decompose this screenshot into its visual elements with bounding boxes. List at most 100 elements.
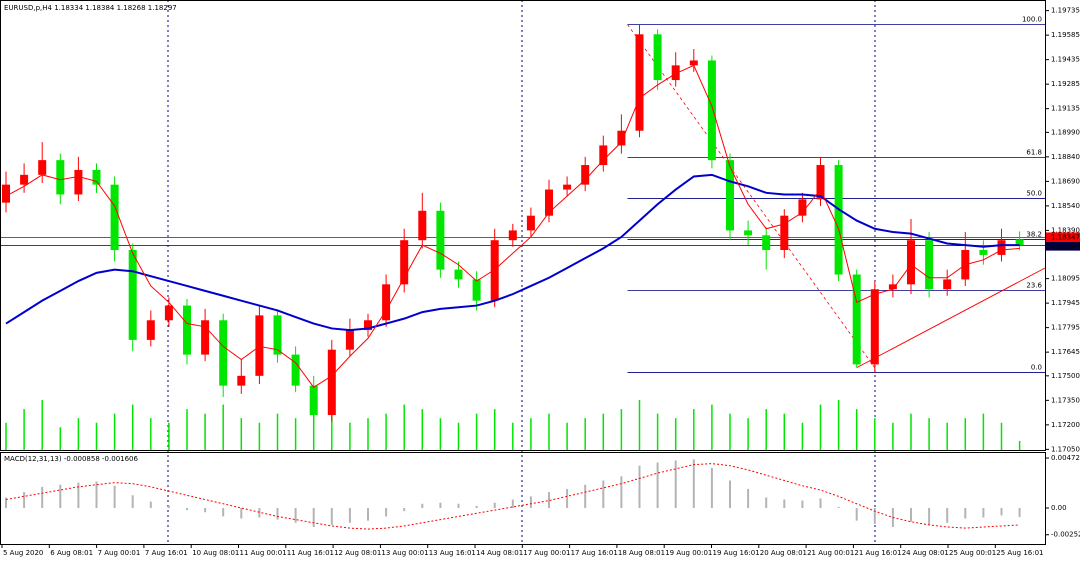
candle-body xyxy=(183,305,191,355)
main-frame xyxy=(0,0,1046,451)
candle-body xyxy=(689,60,698,66)
x-tick-label: 10 Aug 08:01 xyxy=(192,549,239,557)
candle-body xyxy=(599,145,608,166)
candle-body xyxy=(56,160,65,195)
y-tick-label: 1.17200 xyxy=(1051,421,1080,429)
candle-body xyxy=(291,354,300,386)
candle-body xyxy=(74,169,83,195)
x-tick-label: 19 Aug 00:01 xyxy=(665,549,712,557)
trendline xyxy=(856,267,1046,369)
x-tick-label: 24 Aug 08:01 xyxy=(902,549,949,557)
candle-body xyxy=(852,274,861,365)
candle-body xyxy=(472,279,481,301)
candle-body xyxy=(780,215,789,251)
candle-body xyxy=(744,230,753,236)
macd-title: MACD(12,31,13) xyxy=(4,455,62,463)
candle-body xyxy=(979,250,988,255)
macd-header: MACD(12,31,13) -0.000858 -0.001606 xyxy=(4,455,139,463)
candle-body xyxy=(327,349,336,416)
y-tick-label: 1.17050 xyxy=(1051,445,1080,453)
candle-body xyxy=(563,184,572,190)
x-tick-label: 21 Aug 16:01 xyxy=(854,549,901,557)
candle-body xyxy=(382,284,391,321)
candle-body xyxy=(345,330,354,350)
x-tick-label: 13 Aug 00:01 xyxy=(381,549,428,557)
y-tick-label: 1.19135 xyxy=(1051,105,1080,113)
fib-label: 50.0 xyxy=(1026,190,1042,198)
y-tick-label: 1.17645 xyxy=(1051,348,1080,356)
candle-body xyxy=(1015,239,1024,246)
candle-body xyxy=(798,199,807,216)
candle-body xyxy=(490,240,499,301)
y-tick-label: 1.18095 xyxy=(1051,275,1080,283)
last-high: 1.18384 xyxy=(85,4,114,12)
candle-body xyxy=(617,130,626,146)
candle-body xyxy=(762,235,771,251)
fib-label: 100.0 xyxy=(1022,16,1042,24)
candle-body xyxy=(726,160,734,231)
x-tick-label: 19 Aug 16:01 xyxy=(713,549,760,557)
symbol: EURUSD,p,H4 xyxy=(4,4,53,12)
candle-body xyxy=(237,375,246,386)
candle-body xyxy=(38,160,47,175)
fib-label: 0.0 xyxy=(1031,364,1042,372)
y-tick-label: 1.19285 xyxy=(1051,80,1080,88)
x-tick-label: 6 Aug 08:01 xyxy=(50,549,93,557)
candle-body xyxy=(20,174,29,185)
chart-header: EURUSD,p,H4 1.18334 1.18384 1.18268 1.18… xyxy=(4,4,177,12)
candle-body xyxy=(146,320,155,340)
x-tick-label: 5 Aug 2020 xyxy=(3,549,43,557)
y-tick-label: 1.18990 xyxy=(1051,128,1080,136)
y-tick-label: 1.19735 xyxy=(1051,7,1080,15)
candle-body xyxy=(653,34,662,81)
macd-y-tick-label: 0.00 xyxy=(1051,504,1067,512)
candle-body xyxy=(164,305,173,321)
candle-body xyxy=(907,240,915,285)
candle-body xyxy=(418,210,427,241)
macd-y-tick-label: 0.004722 xyxy=(1051,454,1080,462)
candle-body xyxy=(255,315,264,376)
y-tick-label: 1.18390 xyxy=(1051,226,1080,234)
candle-body xyxy=(581,165,590,185)
last-close: 1.18297 xyxy=(148,4,177,12)
x-tick-label: 25 Aug 00:01 xyxy=(949,549,996,557)
candle-body xyxy=(201,320,210,355)
macd-frame xyxy=(0,452,1046,545)
y-tick-label: 1.19585 xyxy=(1051,31,1080,39)
x-tick-label: 7 Aug 16:01 xyxy=(145,549,188,557)
candle-body xyxy=(454,269,463,280)
y-tick-label: 1.17350 xyxy=(1051,396,1080,404)
x-tick-label: 17 Aug 00:01 xyxy=(523,549,570,557)
candle-body xyxy=(888,284,897,290)
plot-layer: 100.0 61.8 50.0 38.2 23.6 0.0 1.19735 1.19585 1.… xyxy=(0,7,1080,557)
candle-body xyxy=(92,169,101,185)
fib-trend xyxy=(627,24,876,368)
candle-body xyxy=(364,320,372,331)
y-tick-label: 1.18840 xyxy=(1051,153,1080,161)
candle-body xyxy=(436,210,445,270)
candle-body xyxy=(834,165,843,275)
bid-price: 1.18297 xyxy=(1051,243,1080,251)
candle-body xyxy=(943,279,952,290)
x-tick-label: 7 Aug 00:01 xyxy=(98,549,141,557)
signal-value: -0.001606 xyxy=(102,455,138,463)
y-tick-label: 1.18690 xyxy=(1051,177,1080,185)
y-tick-label: 1.17945 xyxy=(1051,299,1080,307)
candle-body xyxy=(128,250,137,340)
ma-slow xyxy=(5,173,1020,332)
last-low: 1.18268 xyxy=(117,4,146,12)
last-open: 1.18334 xyxy=(54,4,83,12)
x-tick-label: 17 Aug 16:01 xyxy=(571,549,618,557)
candle-body xyxy=(671,65,680,81)
candle-body xyxy=(400,240,409,285)
fib-label: 61.8 xyxy=(1026,149,1042,157)
y-tick-label: 1.17500 xyxy=(1051,372,1080,380)
x-tick-label: 25 Aug 16:01 xyxy=(996,549,1043,557)
candle-body xyxy=(309,385,318,416)
y-tick-label: 1.17795 xyxy=(1051,324,1080,332)
macd-value: -0.000858 xyxy=(64,455,100,463)
candle-body xyxy=(870,289,879,365)
candle-body xyxy=(545,189,553,216)
